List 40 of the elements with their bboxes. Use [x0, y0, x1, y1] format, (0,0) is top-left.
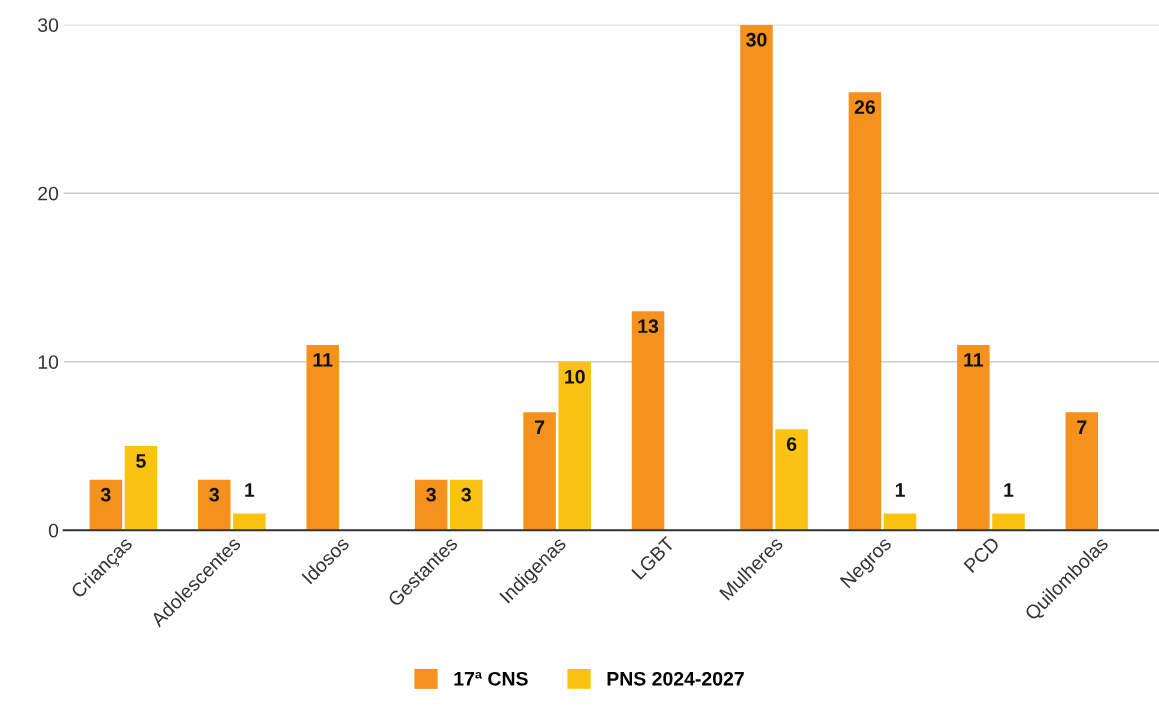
bar — [306, 344, 339, 531]
bar — [631, 311, 665, 531]
data-label: 13 — [638, 319, 659, 334]
data-label: 7 — [535, 420, 545, 434]
legend-label: 17ª CNS — [454, 671, 528, 686]
bar — [450, 479, 483, 531]
data-label: 3 — [209, 487, 219, 502]
data-label: 1 — [895, 483, 905, 497]
bar — [1065, 412, 1099, 531]
bar — [558, 361, 591, 531]
data-label: 11 — [313, 353, 333, 367]
bar — [198, 479, 231, 531]
data-label: 6 — [786, 437, 797, 452]
bar — [848, 92, 882, 531]
data-label: 1 — [1004, 483, 1014, 497]
y-tick-label: 0 — [48, 523, 59, 538]
data-label: 10 — [565, 369, 585, 384]
y-tick-label: 20 — [38, 186, 59, 201]
data-label: 3 — [100, 487, 111, 502]
bar — [775, 429, 808, 531]
data-label: 3 — [461, 487, 471, 502]
data-label: 7 — [1077, 420, 1087, 434]
data-label: 26 — [854, 100, 876, 115]
bar — [124, 446, 158, 531]
bar — [523, 412, 556, 531]
data-label: 5 — [136, 454, 146, 468]
y-tick-label: 10 — [38, 355, 59, 369]
legend-label: PNS 2024-2027 — [607, 671, 744, 686]
data-label: 30 — [746, 32, 767, 47]
data-label: 11 — [964, 353, 984, 367]
data-label: 3 — [426, 487, 436, 502]
bar — [89, 479, 123, 531]
y-tick-label: 30 — [38, 18, 59, 32]
bar — [740, 24, 773, 531]
bar — [883, 513, 917, 531]
bar — [957, 344, 990, 531]
bar — [414, 479, 448, 531]
bar — [992, 513, 1025, 531]
bar — [233, 513, 266, 531]
data-label: 1 — [245, 483, 255, 497]
